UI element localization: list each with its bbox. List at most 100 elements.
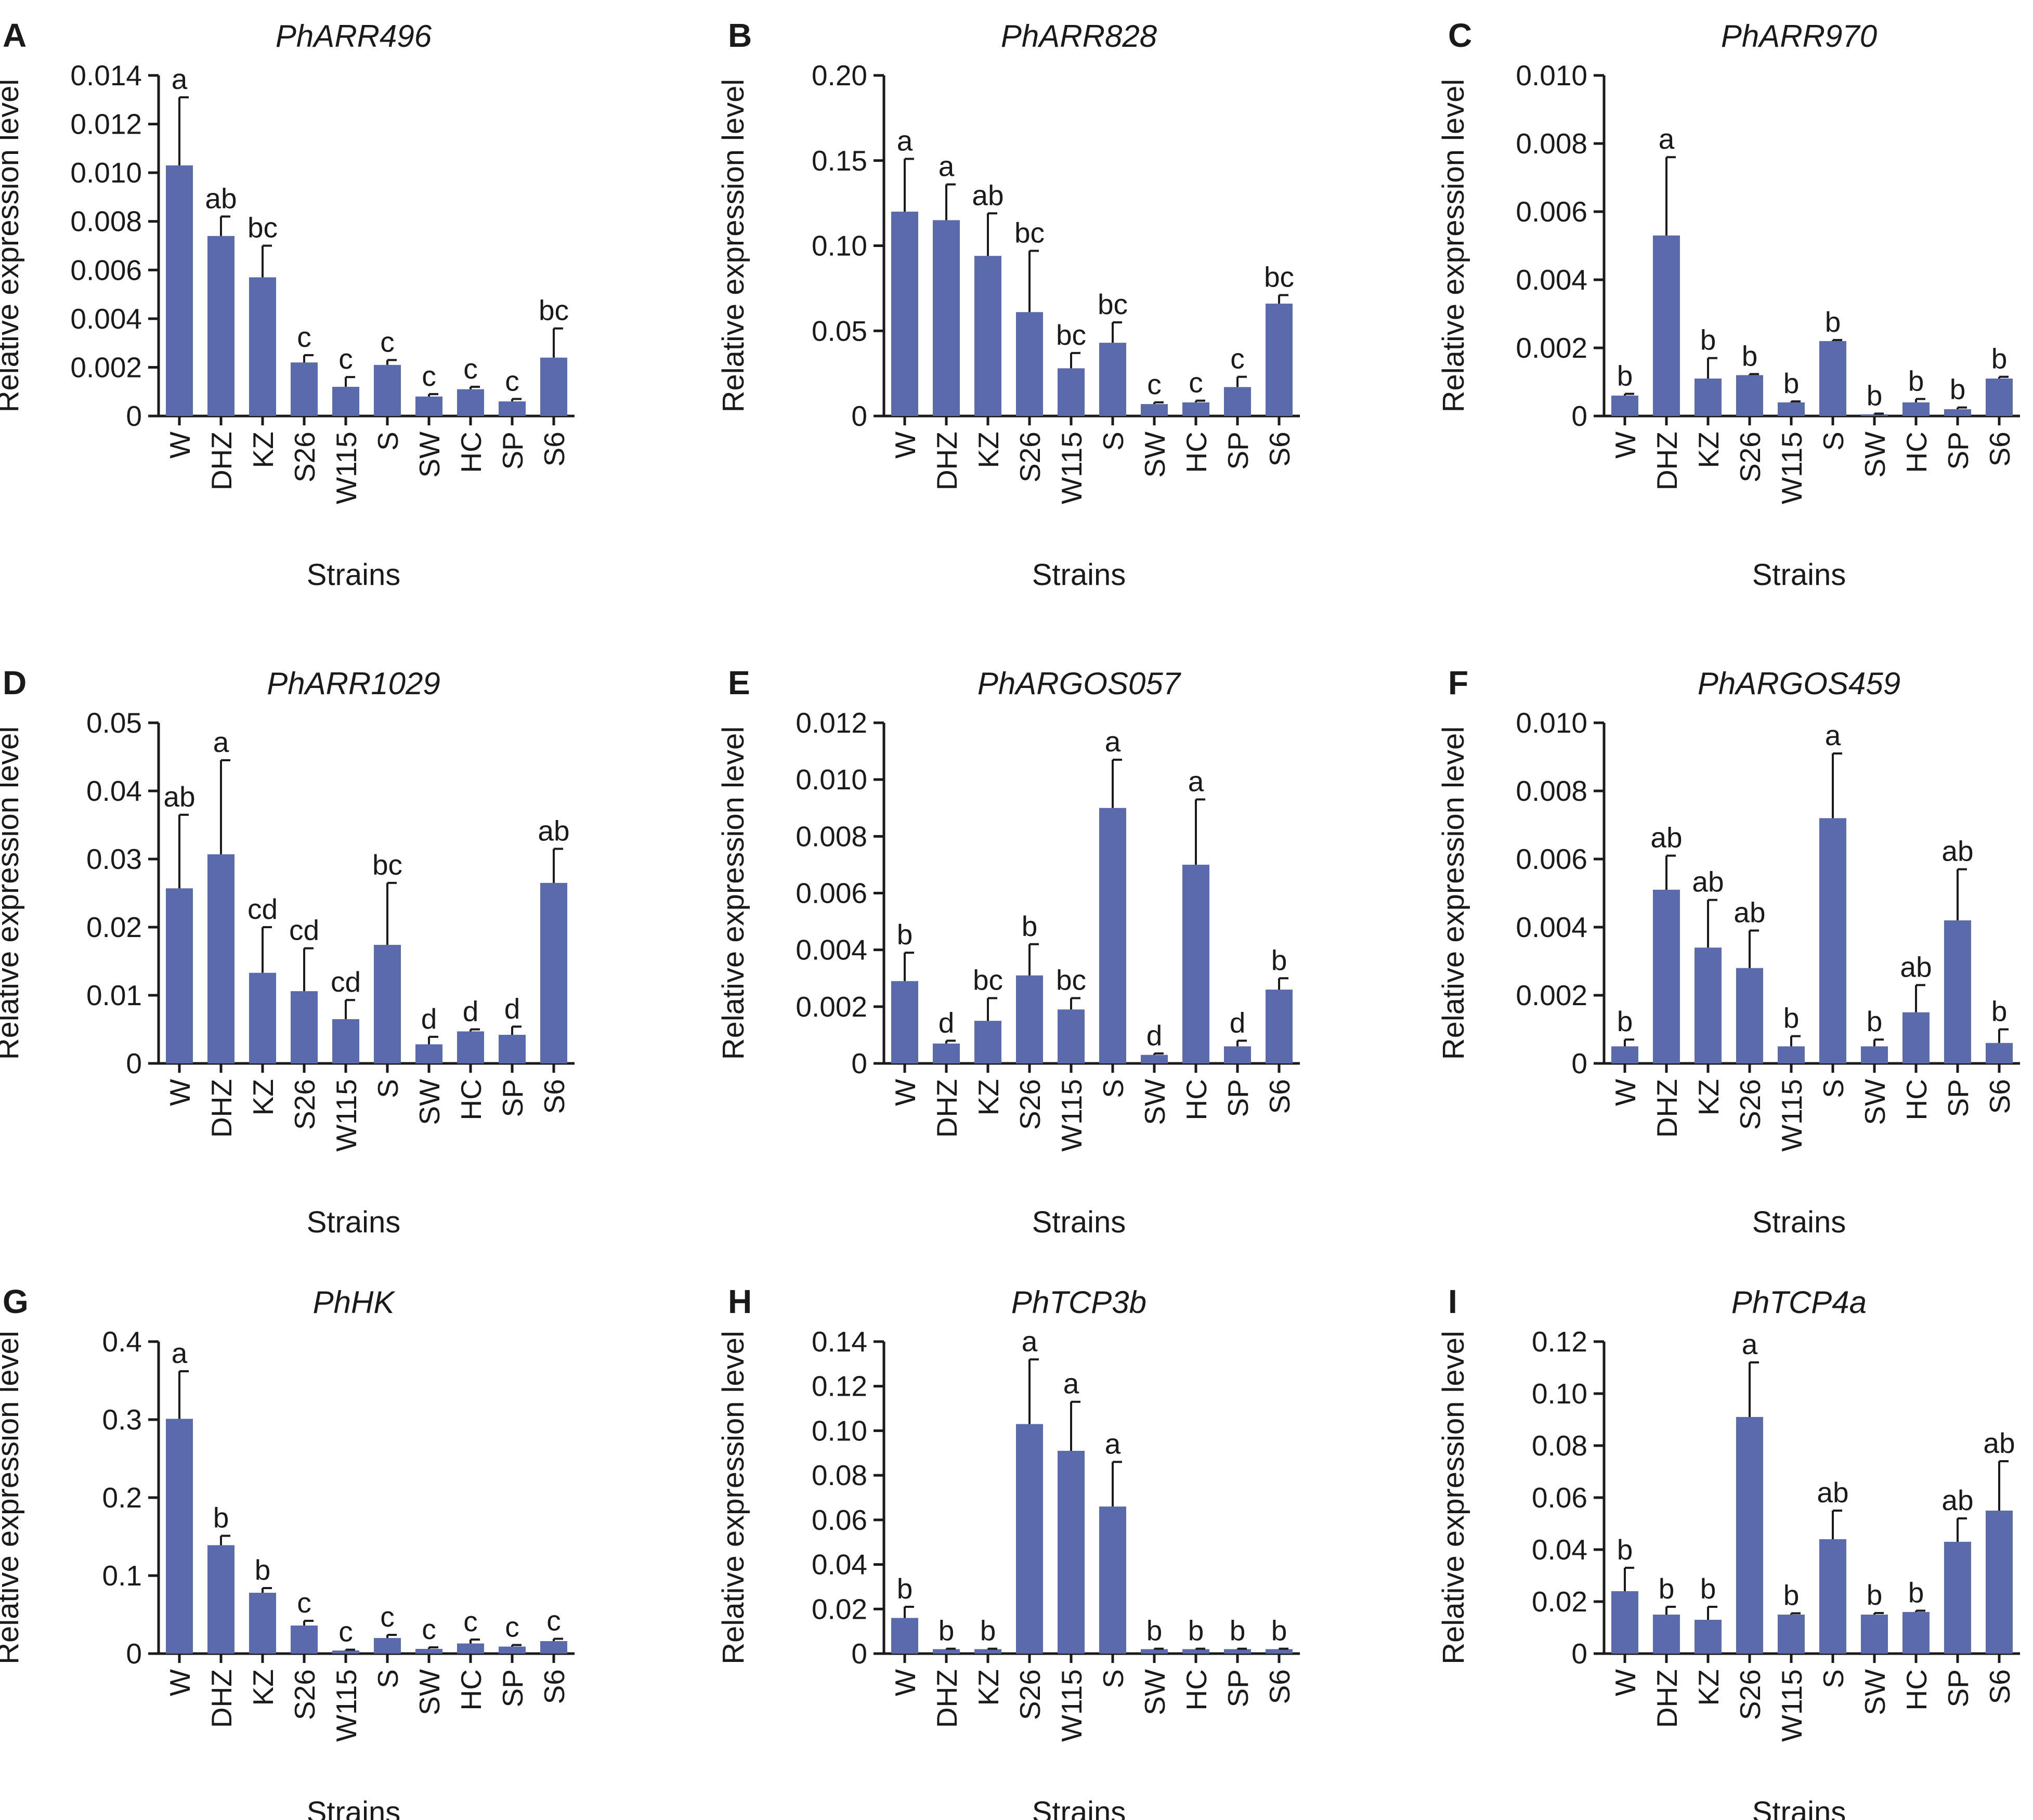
bar — [374, 1638, 401, 1654]
chart-panel-i: I PhTCP4a 0 0.02 0.04 0.06 0.08 0.10 0.12 Relativ… — [1437, 1283, 2020, 1820]
category-label: KZ — [247, 1669, 279, 1706]
significance-label: c — [546, 1605, 561, 1637]
category-label: S6 — [538, 432, 570, 466]
significance-label: b — [1271, 1615, 1287, 1647]
category-label: S — [1097, 432, 1129, 451]
y-tick-label: 0.004 — [70, 303, 142, 335]
significance-label: b — [255, 1554, 271, 1586]
y-tick-label: 0.012 — [70, 108, 142, 140]
bar — [166, 1419, 193, 1654]
category-label: SP — [1942, 432, 1974, 470]
significance-label: c — [297, 321, 311, 353]
category-label: DHZ — [205, 1079, 238, 1138]
category-label: KZ — [972, 1669, 1005, 1706]
significance-label: b — [1700, 324, 1716, 356]
y-tick-label: 0.008 — [796, 820, 867, 852]
significance-label: cd — [331, 966, 361, 998]
y-tick-label: 0.006 — [1516, 843, 1587, 875]
y-axis-title: Relative expression level — [1437, 726, 1470, 1060]
chart-panel-d: D PhARR1029 0 0.01 0.02 0.03 0.04 0.05 Relative … — [0, 664, 575, 1239]
y-tick-label: 0.03 — [86, 843, 142, 875]
category-label: SP — [497, 432, 529, 470]
y-tick-label: 0.3 — [102, 1403, 142, 1436]
chart-panel-g: G PhHK 0 0.1 0.2 0.3 0.4 Relative expression le… — [0, 1283, 575, 1820]
category-label: HC — [1180, 1079, 1213, 1120]
bar — [1182, 864, 1209, 1063]
category-label: S26 — [1734, 1079, 1766, 1130]
bar — [1058, 1009, 1085, 1063]
category-label: S26 — [1734, 432, 1766, 483]
panel-letter: I — [1448, 1283, 1457, 1320]
significance-label: a — [1063, 1368, 1079, 1400]
significance-label: c — [297, 1587, 311, 1619]
significance-label: b — [1617, 359, 1633, 392]
y-tick-label: 0 — [1571, 1637, 1587, 1670]
bar — [1141, 1649, 1168, 1654]
significance-label: b — [1188, 1615, 1204, 1647]
y-tick-label: 0.010 — [1516, 59, 1587, 92]
significance-label: c — [380, 1601, 395, 1633]
significance-label: b — [213, 1502, 229, 1534]
category-label: W115 — [1776, 1669, 1808, 1742]
bar — [1611, 1046, 1638, 1063]
bar — [1141, 404, 1168, 416]
y-tick-label: 0.1 — [102, 1559, 142, 1592]
significance-label: c — [463, 353, 478, 385]
bar — [1902, 1612, 1930, 1654]
chart-panel-e: E PhARGOS057 0 0.002 0.004 0.006 0.008 0.010 0.0… — [716, 664, 1300, 1239]
panel-letter: H — [728, 1283, 752, 1320]
significance-label: b — [897, 918, 913, 951]
category-label: KZ — [972, 1079, 1005, 1115]
bar — [974, 1021, 1001, 1063]
y-tick-label: 0.12 — [812, 1370, 867, 1402]
bar — [1016, 975, 1043, 1063]
bar — [457, 389, 484, 416]
y-tick-label: 0.14 — [812, 1325, 867, 1358]
bar — [540, 882, 567, 1063]
significance-label: c — [1230, 343, 1245, 375]
significance-label: b — [1700, 1572, 1716, 1605]
bar — [291, 362, 318, 416]
bar — [891, 212, 918, 416]
bar — [332, 1019, 359, 1063]
panel-letter: A — [3, 17, 27, 54]
category-label: S6 — [1263, 1669, 1296, 1704]
x-axis-title: Strains — [1032, 1205, 1126, 1239]
y-tick-label: 0.002 — [796, 991, 867, 1023]
significance-label: b — [1908, 1577, 1924, 1609]
category-label: W — [164, 432, 196, 459]
category-label: S26 — [1014, 1669, 1046, 1720]
y-tick-label: 0.002 — [70, 351, 142, 383]
significance-label: d — [421, 1003, 437, 1035]
significance-label: cd — [247, 893, 278, 925]
category-label: SW — [413, 1669, 446, 1715]
category-label: W115 — [1055, 1669, 1088, 1742]
x-axis-title: Strains — [307, 1796, 401, 1820]
bar — [1058, 368, 1085, 416]
bar — [207, 1545, 234, 1654]
significance-label: b — [1783, 1002, 1800, 1034]
category-label: S — [1817, 1079, 1849, 1098]
chart-panel-b: B PhARR828 0 0.05 0.10 0.15 0.20 Relative expre… — [716, 17, 1300, 592]
category-label: DHZ — [205, 1669, 238, 1728]
y-tick-label: 0.10 — [812, 1414, 867, 1447]
y-tick-label: 0.04 — [1532, 1533, 1587, 1566]
significance-label: bc — [1098, 288, 1128, 320]
significance-label: a — [1022, 1325, 1038, 1357]
bar — [166, 165, 193, 416]
y-tick-label: 0.10 — [812, 230, 867, 262]
bar — [1778, 1615, 1805, 1654]
significance-label: a — [1105, 1427, 1121, 1460]
category-label: DHZ — [1651, 1669, 1683, 1728]
bar — [415, 1044, 442, 1063]
category-label: W — [164, 1079, 196, 1106]
bar — [974, 1649, 1001, 1654]
y-tick-label: 0.010 — [1516, 707, 1587, 739]
significance-label: b — [897, 1572, 913, 1605]
y-tick-label: 0 — [851, 1047, 867, 1080]
y-tick-label: 0.10 — [1532, 1377, 1587, 1410]
y-axis-title: Relative expression level — [716, 79, 750, 413]
category-label: SW — [1859, 432, 1891, 478]
y-tick-label: 0.04 — [86, 775, 142, 807]
y-tick-label: 0.014 — [70, 59, 142, 92]
